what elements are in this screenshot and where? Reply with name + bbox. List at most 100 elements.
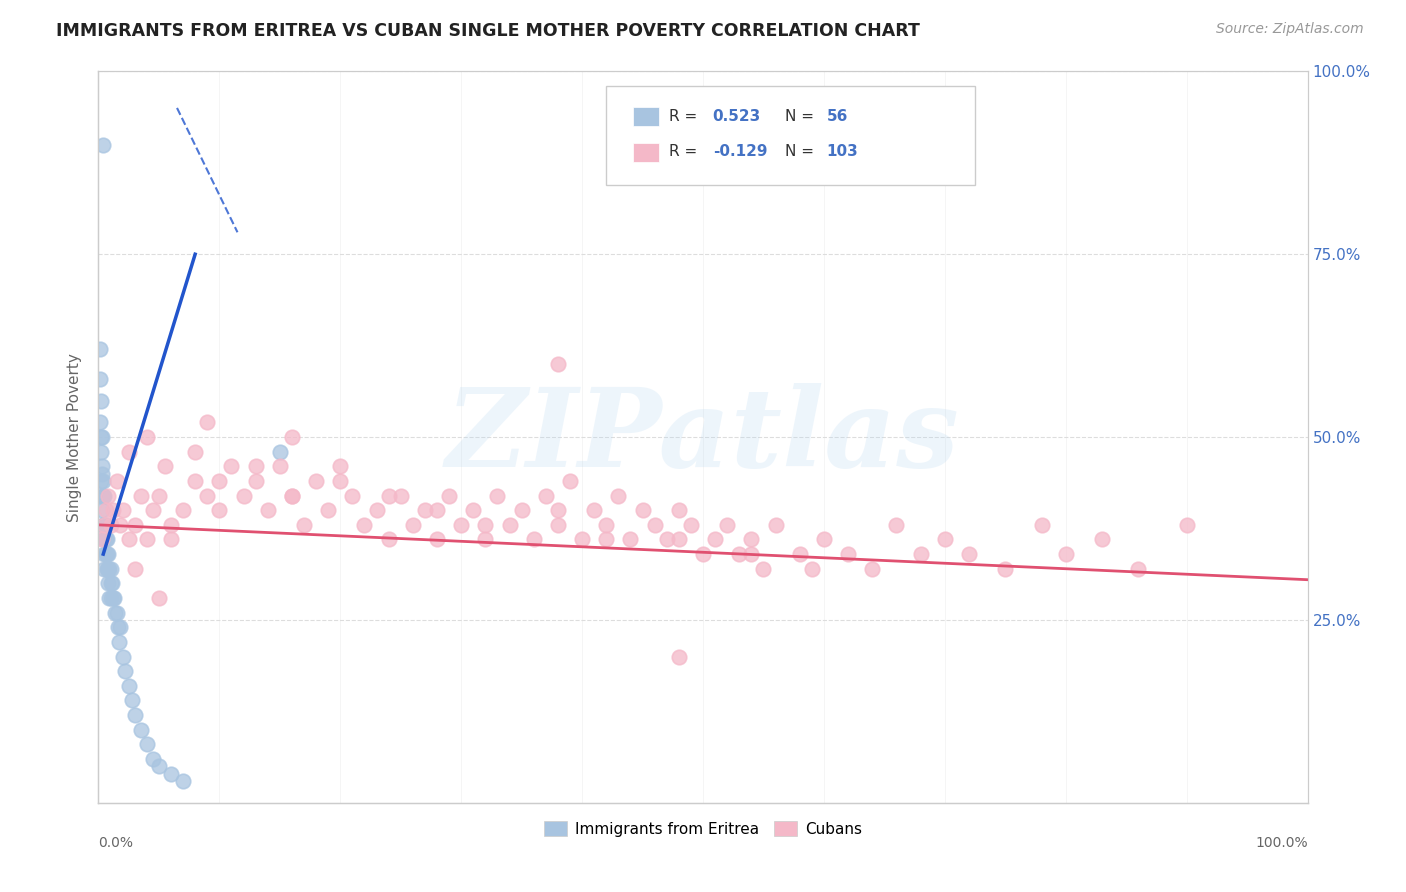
Point [124, 517, 146, 532]
Point [93, 562, 115, 576]
Point [148, 591, 170, 605]
Point [100, 591, 122, 605]
Point [100, 562, 122, 576]
Point [121, 693, 143, 707]
Point [184, 444, 207, 458]
Point [107, 620, 129, 634]
Point [523, 533, 546, 547]
FancyBboxPatch shape [633, 143, 659, 162]
Point [91, 137, 114, 152]
Point [195, 489, 218, 503]
Point [910, 547, 932, 561]
Point [547, 517, 569, 532]
Text: 100.0%: 100.0% [1256, 836, 1308, 850]
Point [118, 679, 141, 693]
Point [765, 517, 787, 532]
Point [692, 547, 714, 561]
Y-axis label: Single Mother Poverty: Single Mother Poverty [67, 352, 83, 522]
Point [498, 517, 520, 532]
Point [91, 467, 114, 481]
Point [96, 547, 118, 561]
Point [94, 517, 117, 532]
Point [153, 459, 176, 474]
Point [108, 620, 131, 634]
Point [148, 759, 170, 773]
Point [316, 503, 339, 517]
Point [91, 489, 114, 503]
Point [463, 503, 485, 517]
Point [108, 635, 131, 649]
Point [571, 533, 593, 547]
Point [547, 357, 569, 371]
Point [994, 562, 1017, 576]
Point [100, 576, 122, 591]
Point [93, 517, 115, 532]
Point [668, 503, 690, 517]
Point [704, 533, 727, 547]
Point [377, 489, 399, 503]
Point [221, 459, 243, 474]
Point [96, 562, 118, 576]
Point [281, 430, 304, 444]
Point [789, 547, 811, 561]
Point [644, 517, 666, 532]
Point [142, 752, 165, 766]
Point [281, 489, 304, 503]
Point [90, 474, 112, 488]
Point [256, 503, 278, 517]
Point [160, 533, 183, 547]
Point [105, 474, 128, 488]
Text: 0.0%: 0.0% [98, 836, 134, 850]
Point [329, 459, 352, 474]
Point [160, 517, 183, 532]
Point [486, 489, 509, 503]
Point [108, 517, 131, 532]
Point [101, 503, 124, 517]
Point [716, 517, 738, 532]
Point [342, 489, 364, 503]
Point [208, 474, 231, 488]
Point [91, 517, 114, 532]
Point [135, 430, 157, 444]
Point [402, 517, 425, 532]
Point [426, 503, 449, 517]
Point [1128, 562, 1150, 576]
Text: 56: 56 [827, 109, 848, 124]
Point [510, 503, 533, 517]
Point [94, 503, 117, 517]
Point [752, 562, 775, 576]
Point [679, 517, 702, 532]
Point [886, 517, 908, 532]
Point [366, 503, 388, 517]
Point [97, 547, 120, 561]
Point [91, 503, 114, 517]
Point [100, 576, 122, 591]
Point [91, 533, 114, 547]
Point [1054, 547, 1077, 561]
Point [97, 489, 120, 503]
Text: Source: ZipAtlas.com: Source: ZipAtlas.com [1216, 22, 1364, 37]
Point [160, 766, 183, 780]
Point [97, 576, 120, 591]
Point [292, 517, 315, 532]
Text: 0.523: 0.523 [713, 109, 761, 124]
Point [104, 606, 127, 620]
Point [389, 489, 412, 503]
Point [90, 393, 112, 408]
Point [583, 503, 606, 517]
Point [740, 547, 762, 561]
Point [547, 503, 569, 517]
Point [595, 533, 617, 547]
Text: -0.129: -0.129 [713, 145, 768, 160]
Text: 103: 103 [827, 145, 858, 160]
Point [118, 533, 141, 547]
Point [329, 474, 352, 488]
Point [595, 517, 617, 532]
Point [172, 773, 194, 788]
Point [413, 503, 436, 517]
Point [184, 474, 207, 488]
Point [245, 459, 267, 474]
Point [353, 517, 375, 532]
Point [98, 591, 121, 605]
Point [837, 547, 859, 561]
